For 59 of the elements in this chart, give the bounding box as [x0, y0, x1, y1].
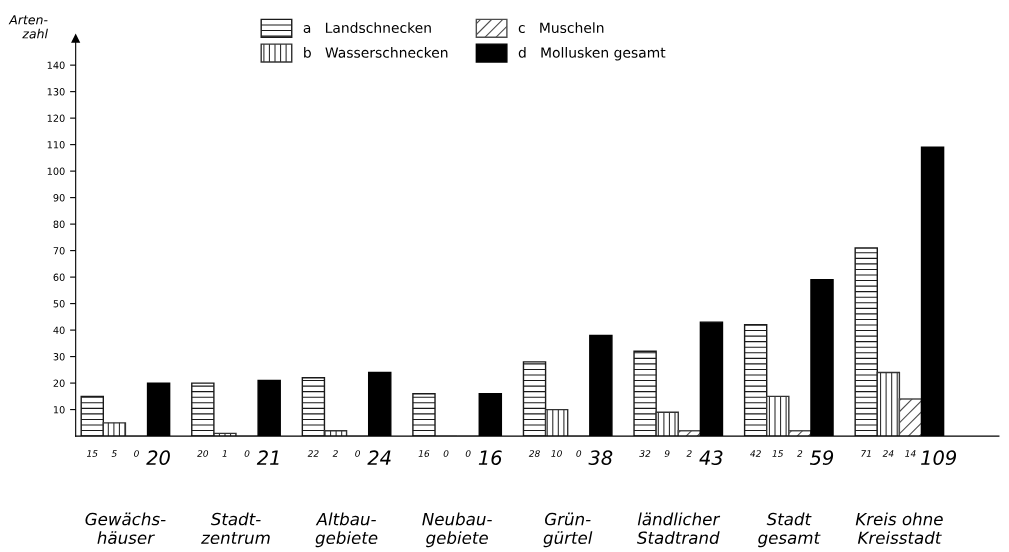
- y-tick-label: 60: [53, 273, 65, 281]
- data-label: 2: [797, 450, 803, 457]
- y-tick-label: 120: [47, 114, 65, 122]
- data-label: 15: [86, 450, 98, 457]
- y-tick-label: 10: [53, 406, 65, 414]
- x-tick-label: Gewächs- häuser: [85, 512, 166, 545]
- data-label: 38: [588, 450, 613, 466]
- data-label: 43: [699, 450, 723, 466]
- data-label: 0: [465, 450, 471, 457]
- data-label: 0: [355, 450, 361, 457]
- data-label: 20: [146, 450, 170, 466]
- y-tick-label: 20: [53, 379, 65, 387]
- legend-label: b Wasserschnecken: [304, 47, 448, 58]
- legend-label: c Muscheln: [518, 22, 604, 34]
- data-label: 21: [256, 450, 279, 465]
- y-tick-label: 90: [53, 194, 65, 202]
- y-tick-label: 40: [53, 326, 65, 334]
- data-label: 1: [222, 450, 227, 457]
- data-label: 42: [750, 450, 761, 457]
- x-tick-label: Neubau- gebiete: [422, 512, 492, 548]
- x-tick-label: Stadt- zentrum: [201, 512, 270, 545]
- data-label: 10: [551, 450, 562, 457]
- data-label: 0: [244, 450, 250, 457]
- data-label: 32: [639, 450, 651, 457]
- y-tick-label: 110: [47, 141, 65, 149]
- data-label: 16: [478, 450, 502, 466]
- y-axis-title: Arten- zahl: [8, 15, 48, 39]
- x-tick-label: Kreis ohne Kreisstadt: [855, 512, 943, 545]
- data-label: 109: [921, 450, 957, 466]
- legend-label: d Mollusken gesamt: [518, 47, 666, 61]
- y-tick-label: 80: [53, 220, 65, 228]
- legend-label: a Landschnecken: [303, 22, 431, 34]
- data-label: 20: [197, 450, 209, 457]
- data-label: 28: [528, 450, 540, 457]
- data-label: 24: [882, 450, 894, 457]
- data-label: 71: [861, 450, 871, 457]
- y-tick-label: 140: [47, 61, 65, 69]
- data-label: 59: [809, 450, 834, 466]
- data-label: 0: [134, 450, 139, 457]
- x-tick-label: ländlicher Stadtrand: [637, 512, 721, 545]
- data-label: 16: [418, 450, 430, 457]
- x-tick-label: Stadt gesamt: [758, 512, 821, 548]
- data-label: 14: [905, 450, 916, 457]
- data-label: 9: [664, 450, 670, 457]
- data-label: 0: [576, 450, 582, 457]
- y-tick-label: 50: [53, 300, 65, 308]
- y-tick-label: 100: [47, 167, 65, 175]
- y-tick-label: 30: [53, 353, 65, 361]
- data-label: 2: [332, 450, 338, 457]
- data-label: 24: [367, 450, 391, 465]
- data-label: 0: [443, 450, 449, 457]
- x-tick-label: Grün- gürtel: [543, 512, 593, 548]
- data-label: 15: [772, 450, 784, 457]
- data-label: 2: [686, 450, 692, 457]
- data-label: 5: [111, 450, 117, 457]
- y-tick-label: 70: [53, 247, 65, 255]
- data-label: 22: [307, 450, 319, 457]
- y-tick-label: 130: [47, 88, 65, 96]
- x-tick-label: Altbau- gebiete: [315, 512, 378, 548]
